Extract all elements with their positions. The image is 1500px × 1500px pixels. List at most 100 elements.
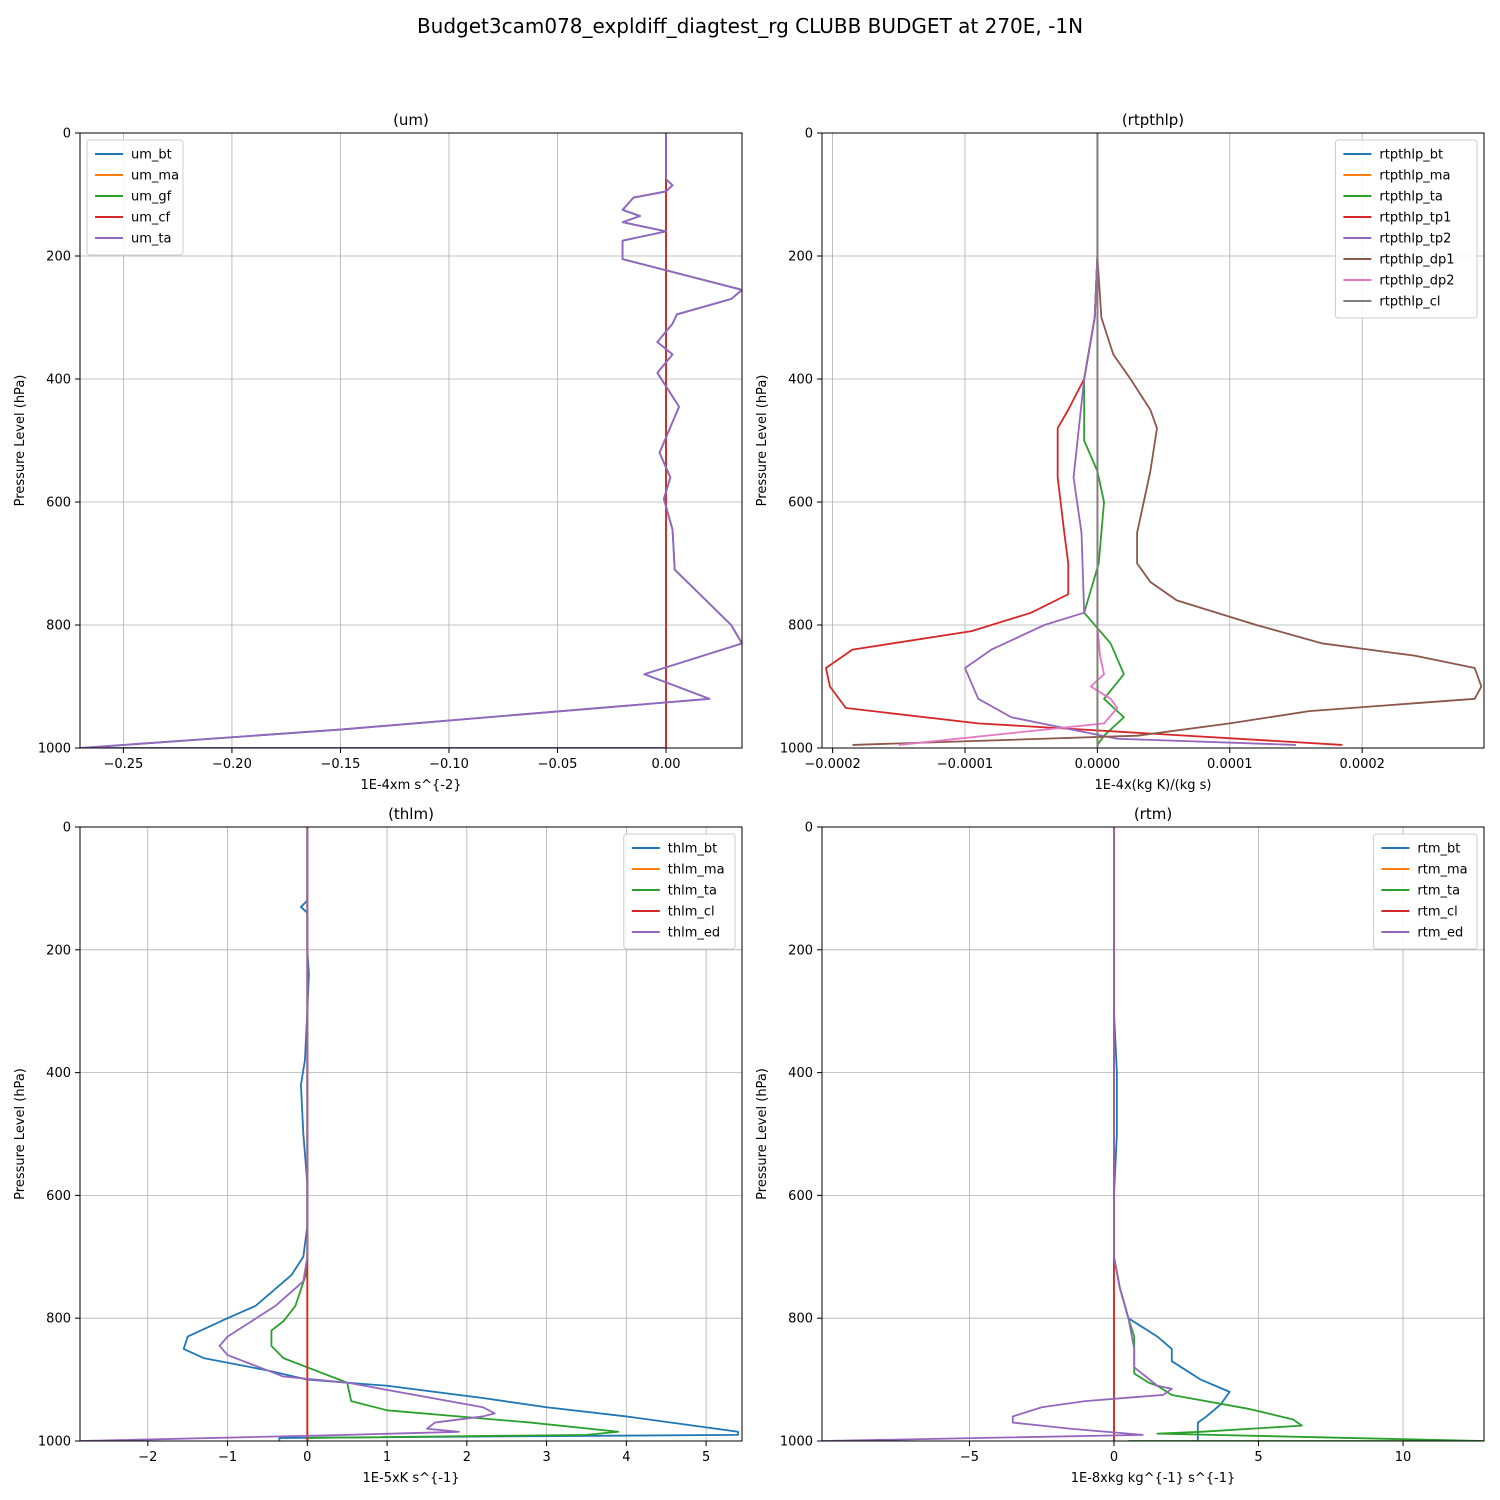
series-line-thlm_ta bbox=[270, 827, 620, 1441]
y-tick-label: 0 bbox=[805, 127, 813, 142]
legend-label-um_gf: um_gf bbox=[131, 190, 172, 205]
x-tick-label: 5 bbox=[1254, 1450, 1262, 1465]
series-group bbox=[822, 827, 1484, 1441]
x-axis-label: 1E-4xm s^{-2} bbox=[360, 778, 461, 793]
legend-label-rtm_ed: rtm_ed bbox=[1417, 926, 1463, 941]
x-axis-label: 1E-5xK s^{-1} bbox=[363, 1471, 460, 1486]
legend-label-um_ma: um_ma bbox=[131, 169, 179, 184]
series-group bbox=[80, 827, 739, 1441]
y-tick-label: 600 bbox=[46, 496, 71, 511]
x-tick-label: 4 bbox=[622, 1450, 630, 1465]
y-tick-label: 1000 bbox=[38, 1435, 71, 1450]
y-tick-label: 600 bbox=[46, 1189, 71, 1204]
legend-label-thlm_ed: thlm_ed bbox=[668, 926, 720, 941]
x-tick-label: 0 bbox=[1110, 1450, 1118, 1465]
series-line-um_ta bbox=[80, 133, 742, 748]
panel-1: −0.0002 −0.0001 0.0000 0.0001 0.0002 0 200 400 6… bbox=[755, 111, 1485, 793]
legend-label-rtm_ma: rtm_ma bbox=[1417, 863, 1467, 878]
legend-label-thlm_ta: thlm_ta bbox=[668, 884, 717, 899]
y-tick-label: 400 bbox=[788, 1066, 813, 1081]
x-tick-label: 5 bbox=[702, 1450, 710, 1465]
y-tick-label: 400 bbox=[46, 1066, 71, 1081]
series-group bbox=[80, 133, 742, 748]
figure-title: Budget3cam078_expldiff_diagtest_rg CLUBB… bbox=[416, 14, 1084, 38]
series-line-rtm_bt bbox=[1113, 827, 1231, 1441]
y-axis-label: Pressure Level (hPa) bbox=[755, 375, 770, 507]
x-tick-label: 2 bbox=[463, 1450, 471, 1465]
legend-label-rtpthlp_ma: rtpthlp_ma bbox=[1379, 169, 1450, 184]
y-tick-label: 0 bbox=[805, 821, 813, 836]
y-tick-label: 800 bbox=[788, 619, 813, 634]
y-tick-label: 200 bbox=[46, 943, 71, 958]
x-tick-label: 10 bbox=[1395, 1450, 1412, 1465]
y-tick-label: 800 bbox=[46, 1312, 71, 1327]
panel-title: (um) bbox=[393, 111, 429, 129]
legend-box bbox=[623, 833, 736, 950]
y-axis-label: Pressure Level (hPa) bbox=[13, 1068, 28, 1200]
x-tick-label: 0.0001 bbox=[1207, 757, 1253, 772]
y-tick-label: 0 bbox=[63, 821, 71, 836]
legend-box bbox=[1372, 833, 1478, 950]
legend: rtpthlp_bt rtpthlp_ma rtpthlp_ta rtpthlp_tp… bbox=[1334, 139, 1478, 319]
series-line-rtpthlp_ta bbox=[1083, 133, 1125, 746]
x-tick-label: −2 bbox=[138, 1450, 157, 1465]
x-tick-label: −0.05 bbox=[538, 757, 578, 772]
series-line-thlm_ed bbox=[80, 827, 496, 1441]
legend: um_bt um_ma um_gf um_cf um_ta bbox=[86, 139, 184, 256]
x-tick-label: 0.0002 bbox=[1339, 757, 1385, 772]
x-axis-label: 1E-8xkg kg^{-1} s^{-1} bbox=[1071, 1471, 1236, 1486]
series-line-rtpthlp_tp2 bbox=[964, 133, 1297, 746]
y-tick-label: 800 bbox=[788, 1312, 813, 1327]
legend-box bbox=[1334, 139, 1478, 319]
x-tick-label: −0.25 bbox=[103, 757, 143, 772]
y-tick-label: 800 bbox=[46, 619, 71, 634]
y-tick-label: 200 bbox=[788, 250, 813, 265]
legend-label-thlm_cl: thlm_cl bbox=[668, 905, 715, 920]
x-tick-label: −0.0002 bbox=[804, 757, 860, 772]
series-line-thlm_bt bbox=[182, 827, 739, 1441]
legend: rtm_bt rtm_ma rtm_ta rtm_cl rtm_ed bbox=[1372, 833, 1478, 950]
x-tick-label: 0 bbox=[303, 1450, 311, 1465]
y-tick-label: 400 bbox=[788, 373, 813, 388]
legend-box bbox=[86, 139, 184, 256]
x-tick-label: 0.00 bbox=[652, 757, 681, 772]
panel-title: (rtm) bbox=[1134, 805, 1172, 823]
legend-label-thlm_bt: thlm_bt bbox=[668, 842, 717, 857]
y-tick-label: 1000 bbox=[780, 742, 813, 757]
axes-frame bbox=[79, 826, 743, 1442]
legend-label-um_bt: um_bt bbox=[131, 148, 172, 163]
legend-label-rtm_ta: rtm_ta bbox=[1417, 884, 1460, 899]
axes-frame bbox=[821, 826, 1485, 1442]
x-tick-label: −0.10 bbox=[429, 757, 469, 772]
y-tick-label: 1000 bbox=[780, 1435, 813, 1450]
y-tick-label: 600 bbox=[788, 496, 813, 511]
x-tick-label: −0.15 bbox=[321, 757, 361, 772]
y-tick-label: 600 bbox=[788, 1189, 813, 1204]
series-line-rtpthlp_dp1 bbox=[852, 133, 1483, 746]
x-tick-label: −0.0001 bbox=[937, 757, 993, 772]
x-axis-label: 1E-4x(kg K)/(kg s) bbox=[1095, 778, 1212, 793]
y-tick-label: 200 bbox=[788, 943, 813, 958]
legend-label-um_ta: um_ta bbox=[131, 232, 171, 247]
y-tick-label: 400 bbox=[46, 373, 71, 388]
panel-0: −0.25 −0.20 −0.15 −0.10 −0.05 0.00 0 200 400 600 8… bbox=[13, 111, 743, 793]
axes-frame bbox=[79, 132, 743, 749]
legend-label-rtpthlp_tp2: rtpthlp_tp2 bbox=[1379, 232, 1451, 247]
legend-label-rtpthlp_cl: rtpthlp_cl bbox=[1379, 295, 1440, 310]
x-tick-label: −1 bbox=[218, 1450, 237, 1465]
x-tick-label: −5 bbox=[960, 1450, 979, 1465]
panel-2: −2 −1 0 1 2 3 4 5 0 200 400 600 800 1000 (thlm) 1E-5xK … bbox=[13, 805, 743, 1486]
legend-label-rtpthlp_dp2: rtpthlp_dp2 bbox=[1379, 274, 1454, 289]
y-tick-label: 0 bbox=[63, 127, 71, 142]
x-tick-label: −0.20 bbox=[212, 757, 252, 772]
y-axis-label: Pressure Level (hPa) bbox=[13, 375, 28, 507]
legend-label-rtpthlp_tp1: rtpthlp_tp1 bbox=[1379, 211, 1451, 226]
legend-label-um_cf: um_cf bbox=[131, 211, 171, 226]
y-tick-label: 200 bbox=[46, 250, 71, 265]
axes-frame bbox=[821, 132, 1485, 749]
x-tick-label: 0.0000 bbox=[1075, 757, 1121, 772]
legend-label-rtpthlp_ta: rtpthlp_ta bbox=[1379, 190, 1442, 205]
panel-title: (rtpthlp) bbox=[1122, 111, 1184, 129]
panel-3: −5 0 5 10 0 200 400 600 800 1000 (rtm) 1E-8xkg kg^{… bbox=[755, 805, 1485, 1486]
